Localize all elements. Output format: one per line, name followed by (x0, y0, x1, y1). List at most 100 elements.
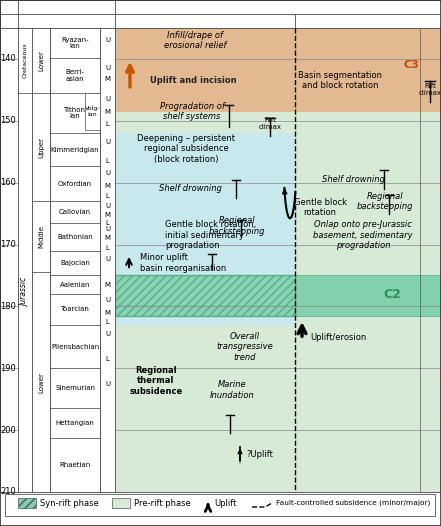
Text: Overall
transgressive
trend: Overall transgressive trend (217, 332, 273, 361)
Text: Fault-controlled subsidence (minor/major): Fault-controlled subsidence (minor/major… (276, 500, 430, 506)
Bar (50, 251, 100, 276)
Text: Marine
Inundation: Marine Inundation (209, 380, 254, 400)
Text: Tithon-
ian: Tithon- ian (63, 107, 87, 119)
Bar (18, 28, 32, 93)
Text: M: M (105, 76, 111, 82)
Text: Uplift/erosion: Uplift/erosion (310, 333, 366, 342)
Bar (18, 14, 115, 28)
Bar (50, 133, 100, 166)
Bar (50, 58, 100, 93)
Text: Progradation of
shelf systems: Progradation of shelf systems (160, 102, 224, 121)
Bar (295, 14, 441, 28)
Bar (295, 276, 441, 316)
Text: Shelf drowning: Shelf drowning (159, 184, 221, 194)
Text: Volg-
ian: Volg- ian (85, 106, 100, 117)
Text: U: U (105, 170, 110, 176)
Bar (115, 276, 295, 316)
Bar (50, 368, 100, 409)
Text: Regional
thermal
subsidence: Regional thermal subsidence (129, 366, 183, 396)
Text: U: U (105, 381, 110, 387)
Bar (295, 28, 441, 492)
Text: Pliensbachian: Pliensbachian (51, 343, 99, 350)
Bar (100, 28, 115, 492)
Text: Oxfordian: Oxfordian (58, 180, 92, 187)
Text: Rift
climax: Rift climax (258, 117, 281, 130)
Bar (18, 93, 32, 492)
Text: Uplift: Uplift (214, 499, 236, 508)
Text: Shelf drowning: Shelf drowning (321, 175, 385, 184)
Text: Syn-rift phase: Syn-rift phase (40, 499, 99, 508)
Bar (50, 276, 100, 294)
Bar (50, 223, 100, 251)
Text: Callovian: Callovian (59, 209, 91, 215)
Text: Onlap onto pre-Jurassic
basement, sedimentary
progradation: Onlap onto pre-Jurassic basement, sedime… (313, 220, 413, 250)
Text: Jameson Land – Milne Land: Jameson Land – Milne Land (148, 16, 262, 25)
Bar (50, 409, 100, 438)
Text: U: U (105, 297, 110, 303)
Text: Toarcian: Toarcian (60, 307, 90, 312)
Text: 190: 190 (0, 364, 16, 373)
Text: C2: C2 (383, 288, 401, 300)
Bar (115, 14, 295, 28)
Text: L: L (105, 356, 109, 362)
Bar (50, 28, 100, 58)
Text: M: M (105, 212, 111, 218)
Bar (0, 14, 18, 28)
Text: Cretaceous: Cretaceous (22, 43, 27, 78)
Text: Rhaetian: Rhaetian (60, 462, 90, 468)
Text: Gentle block rotation,
initial sedimentary
progradation: Gentle block rotation, initial sedimenta… (165, 220, 256, 250)
Text: Jurassic: Jurassic (20, 278, 30, 307)
Text: 200: 200 (0, 426, 16, 434)
Text: Pre-rift phase: Pre-rift phase (134, 499, 191, 508)
Bar (50, 93, 100, 133)
Text: 210: 210 (0, 488, 16, 497)
Text: Kimmeridgian: Kimmeridgian (51, 147, 99, 153)
Text: Upper: Upper (38, 137, 44, 158)
Text: L: L (105, 158, 109, 164)
Text: Deepening – persistent
regional subsidence
(block rotation): Deepening – persistent regional subsiden… (137, 134, 235, 164)
Text: Hettangian: Hettangian (56, 420, 94, 427)
Text: U: U (105, 256, 110, 262)
Text: U: U (105, 65, 110, 71)
Text: Basin segmentation
and block rotation: Basin segmentation and block rotation (298, 71, 382, 90)
Bar (115, 0, 441, 14)
Text: Lower: Lower (38, 50, 44, 71)
Text: M: M (105, 282, 111, 288)
Text: M: M (105, 108, 111, 115)
Bar (32, 93, 50, 201)
Text: Ryazan-
ian: Ryazan- ian (61, 37, 89, 49)
Text: Rift
climax: Rift climax (419, 83, 441, 96)
Text: Bathonian: Bathonian (57, 234, 93, 240)
Bar (5, 494, 435, 516)
Text: M: M (105, 235, 111, 241)
Text: U: U (105, 203, 110, 209)
Text: 140: 140 (0, 54, 16, 64)
Text: Infill/drape of
erosional relief: Infill/drape of erosional relief (164, 31, 226, 50)
Text: Aalenian: Aalenian (60, 282, 90, 288)
Text: Ma: Ma (1, 3, 17, 12)
Text: Middle: Middle (38, 225, 44, 248)
Text: L: L (105, 220, 109, 227)
Bar (115, 133, 295, 325)
Bar (50, 438, 100, 492)
Text: M: M (105, 310, 111, 316)
Text: Lower: Lower (38, 372, 44, 392)
Text: 160: 160 (0, 178, 16, 187)
Text: Sinemurian: Sinemurian (55, 386, 95, 391)
Text: U: U (105, 226, 110, 232)
Text: East Greenland: East Greenland (230, 2, 326, 12)
Text: M: M (105, 183, 111, 189)
Text: 150: 150 (0, 116, 16, 125)
Bar (115, 28, 295, 492)
Text: L: L (105, 319, 109, 325)
Text: Berri-
asian: Berri- asian (65, 69, 85, 82)
Text: U: U (105, 139, 110, 146)
Text: L: L (105, 245, 109, 250)
Bar (50, 325, 100, 368)
Text: ?Uplift: ?Uplift (246, 450, 273, 459)
Text: Gentle block
rotation: Gentle block rotation (294, 198, 347, 217)
Text: U: U (105, 331, 110, 337)
Bar (85, 93, 100, 130)
Text: Regional
backstepping: Regional backstepping (357, 191, 413, 211)
Text: 180: 180 (0, 302, 16, 311)
